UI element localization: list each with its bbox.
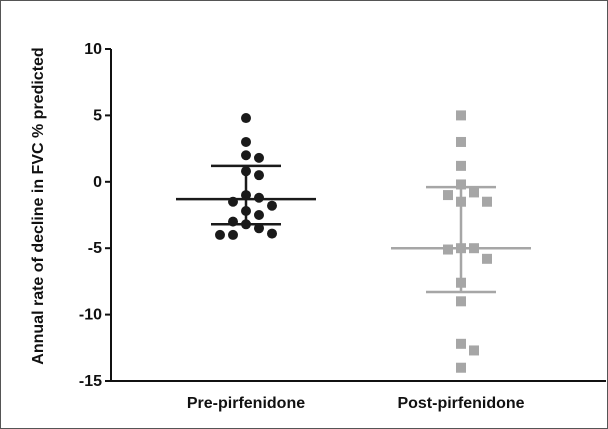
y-tick-label: 10 bbox=[84, 41, 102, 58]
data-point bbox=[215, 229, 225, 240]
data-point bbox=[456, 362, 466, 373]
data-point bbox=[456, 338, 466, 349]
data-point bbox=[482, 196, 492, 207]
y-tick-label: 0 bbox=[93, 174, 102, 191]
y-tick-label: -10 bbox=[79, 307, 102, 324]
data-point bbox=[241, 113, 251, 124]
data-point bbox=[228, 216, 238, 227]
data-point bbox=[443, 244, 453, 255]
data-point bbox=[241, 206, 251, 217]
y-tick-label: 5 bbox=[93, 107, 102, 124]
data-point bbox=[241, 136, 251, 147]
axes: 10 5 0 -5 -10 -15 Pre-pirfenidone Post-pirfenid… bbox=[79, 41, 606, 412]
data-point bbox=[254, 210, 264, 220]
x-tick-label: Pre-pirfenidone bbox=[187, 395, 305, 412]
data-point bbox=[456, 277, 466, 288]
data-point bbox=[456, 136, 466, 147]
data-point bbox=[241, 150, 251, 161]
data-point bbox=[254, 223, 264, 234]
data-point bbox=[254, 152, 264, 163]
data-point bbox=[456, 160, 466, 171]
y-axis-title: Annual rate of decline in FVC % predicte… bbox=[30, 47, 47, 364]
y-tick-label: -15 bbox=[79, 373, 102, 390]
data-point bbox=[241, 190, 251, 201]
data-point bbox=[241, 166, 251, 177]
data-point bbox=[254, 170, 264, 181]
series-layer bbox=[176, 110, 531, 373]
data-point bbox=[456, 196, 466, 207]
x-tick-label: Post-pirfenidone bbox=[397, 395, 524, 412]
series-post-pirfenidone bbox=[391, 110, 531, 373]
series-pre-pirfenidone bbox=[176, 113, 316, 240]
data-point bbox=[267, 228, 277, 239]
data-point bbox=[469, 345, 479, 356]
y-tick-label: -5 bbox=[88, 240, 102, 257]
data-point bbox=[469, 187, 479, 198]
data-point bbox=[456, 179, 466, 190]
data-point bbox=[443, 190, 453, 201]
data-point bbox=[254, 192, 264, 203]
data-point bbox=[456, 296, 466, 307]
data-point bbox=[241, 219, 251, 230]
data-point bbox=[482, 253, 492, 264]
data-point bbox=[456, 110, 466, 121]
data-point bbox=[267, 200, 277, 211]
data-point bbox=[228, 229, 238, 240]
